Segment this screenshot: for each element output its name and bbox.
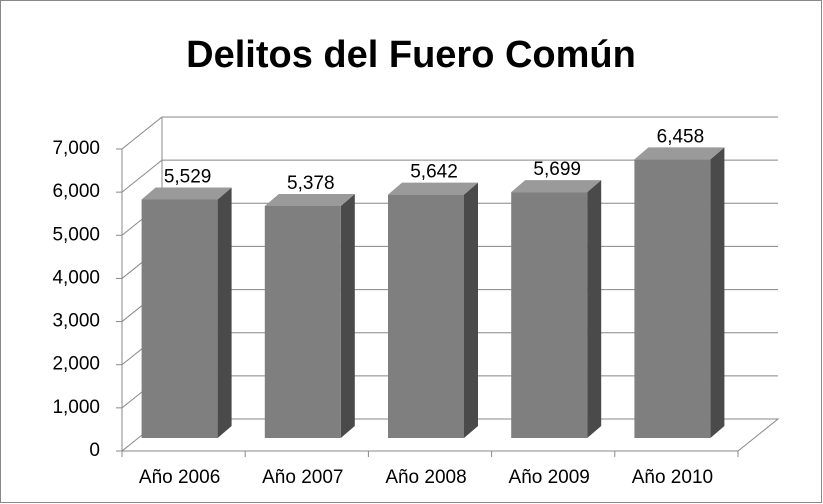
bar (388, 182, 478, 438)
value-label: 5,642 (410, 162, 458, 183)
value-label: 5,529 (164, 166, 212, 187)
y-tick-label: 0 (89, 440, 100, 461)
value-label: 6,458 (657, 126, 705, 147)
bar-face (388, 182, 478, 195)
y-tick-label: 4,000 (52, 267, 100, 288)
x-tick-label: Año 2008 (385, 467, 466, 488)
bar-face (634, 159, 711, 438)
y-tick-label: 6,000 (52, 181, 100, 202)
grid-line (121, 116, 778, 150)
x-tick-label: Año 2007 (262, 467, 343, 488)
bar-face (141, 199, 218, 438)
bar-face (217, 187, 232, 438)
x-tick-label: Año 2006 (139, 467, 220, 488)
bar (511, 180, 602, 439)
y-tick-label: 2,000 (52, 354, 100, 375)
y-tick-label: 3,000 (52, 311, 100, 332)
x-tick-label: Año 2009 (509, 467, 590, 488)
bar-face (340, 193, 355, 438)
value-label: 5,378 (287, 173, 335, 194)
bar (634, 147, 725, 438)
bar-face (388, 194, 464, 438)
bar-face (710, 147, 725, 438)
x-tick-label: Año 2010 (632, 467, 713, 488)
bar-face (264, 205, 341, 438)
bar-face (511, 192, 588, 438)
grid-line (121, 159, 778, 193)
bar-face (141, 187, 232, 200)
bar-face (634, 147, 725, 160)
bar-face (587, 180, 602, 439)
y-tick-label: 7,000 (52, 138, 100, 159)
bar-face (264, 193, 355, 206)
bar (264, 193, 355, 438)
chart-title: Delitos del Fuero Común (186, 34, 636, 76)
bar-face (511, 180, 602, 193)
value-label: 5,699 (533, 159, 581, 180)
bar-face (464, 182, 478, 438)
y-tick-label: 1,000 (52, 397, 100, 418)
y-tick-label: 5,000 (52, 224, 100, 245)
bar (141, 187, 232, 438)
